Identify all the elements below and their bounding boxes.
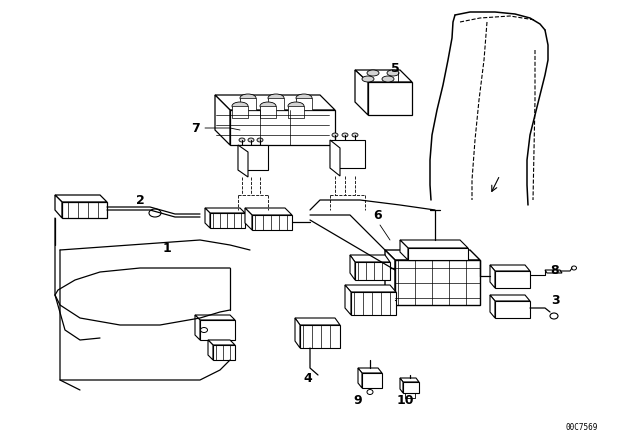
- Text: 00C7569: 00C7569: [566, 423, 598, 432]
- Polygon shape: [358, 368, 362, 388]
- Ellipse shape: [239, 138, 245, 142]
- Ellipse shape: [288, 102, 304, 110]
- Polygon shape: [368, 82, 412, 115]
- Polygon shape: [345, 285, 351, 315]
- Ellipse shape: [342, 133, 348, 137]
- Polygon shape: [210, 213, 245, 228]
- Polygon shape: [215, 95, 230, 145]
- Polygon shape: [295, 318, 300, 348]
- Ellipse shape: [382, 76, 394, 82]
- Polygon shape: [495, 301, 530, 318]
- Polygon shape: [205, 208, 210, 228]
- Polygon shape: [200, 320, 235, 340]
- Text: 9: 9: [354, 393, 362, 406]
- Polygon shape: [400, 378, 403, 393]
- Polygon shape: [358, 368, 382, 373]
- Polygon shape: [362, 373, 382, 388]
- Ellipse shape: [572, 266, 577, 270]
- Polygon shape: [208, 340, 235, 345]
- Polygon shape: [350, 255, 355, 280]
- Polygon shape: [408, 248, 468, 260]
- Polygon shape: [55, 195, 62, 218]
- Text: 1: 1: [163, 241, 172, 254]
- Ellipse shape: [240, 94, 256, 102]
- Ellipse shape: [332, 133, 338, 137]
- Polygon shape: [490, 265, 495, 288]
- Ellipse shape: [296, 94, 312, 102]
- Polygon shape: [355, 70, 412, 82]
- Ellipse shape: [248, 138, 254, 142]
- Text: 5: 5: [390, 61, 399, 74]
- Polygon shape: [495, 271, 530, 288]
- Polygon shape: [55, 195, 107, 202]
- Polygon shape: [351, 292, 396, 315]
- Polygon shape: [252, 215, 292, 230]
- Polygon shape: [260, 106, 276, 118]
- Polygon shape: [345, 285, 396, 292]
- Ellipse shape: [367, 70, 379, 76]
- Polygon shape: [400, 378, 419, 382]
- Polygon shape: [215, 95, 335, 110]
- Polygon shape: [296, 98, 312, 110]
- Polygon shape: [385, 250, 395, 305]
- Polygon shape: [395, 260, 480, 305]
- Ellipse shape: [257, 138, 263, 142]
- Polygon shape: [245, 208, 252, 230]
- Text: 6: 6: [374, 208, 382, 221]
- Polygon shape: [355, 262, 390, 280]
- Text: 7: 7: [191, 121, 200, 134]
- Ellipse shape: [200, 327, 207, 332]
- Polygon shape: [490, 265, 530, 271]
- Polygon shape: [300, 325, 340, 348]
- Text: 3: 3: [550, 293, 559, 306]
- Polygon shape: [195, 315, 235, 320]
- Ellipse shape: [260, 102, 276, 110]
- Polygon shape: [195, 315, 200, 340]
- Polygon shape: [400, 240, 468, 248]
- Polygon shape: [232, 106, 248, 118]
- Ellipse shape: [149, 209, 161, 217]
- Polygon shape: [238, 145, 268, 170]
- Polygon shape: [403, 382, 419, 393]
- Polygon shape: [490, 295, 530, 301]
- Polygon shape: [355, 70, 368, 115]
- Polygon shape: [490, 295, 495, 318]
- Ellipse shape: [387, 70, 399, 76]
- Ellipse shape: [550, 313, 558, 319]
- Polygon shape: [385, 250, 480, 260]
- Polygon shape: [268, 98, 284, 110]
- Polygon shape: [213, 345, 235, 360]
- Ellipse shape: [232, 102, 248, 110]
- Polygon shape: [245, 208, 292, 215]
- Text: 8: 8: [550, 263, 559, 276]
- Polygon shape: [350, 255, 390, 262]
- Polygon shape: [238, 145, 248, 177]
- Polygon shape: [288, 106, 304, 118]
- Ellipse shape: [352, 133, 358, 137]
- Polygon shape: [240, 98, 256, 110]
- Polygon shape: [330, 140, 340, 176]
- Ellipse shape: [362, 76, 374, 82]
- Text: 2: 2: [136, 194, 145, 207]
- Polygon shape: [62, 202, 107, 218]
- Ellipse shape: [367, 389, 373, 395]
- Polygon shape: [205, 208, 245, 213]
- Polygon shape: [208, 340, 213, 360]
- Polygon shape: [295, 318, 340, 325]
- Text: 10: 10: [396, 393, 413, 406]
- Polygon shape: [230, 110, 335, 145]
- Polygon shape: [545, 270, 562, 273]
- Polygon shape: [400, 240, 408, 260]
- Text: 4: 4: [303, 371, 312, 384]
- Polygon shape: [330, 140, 365, 168]
- Ellipse shape: [268, 94, 284, 102]
